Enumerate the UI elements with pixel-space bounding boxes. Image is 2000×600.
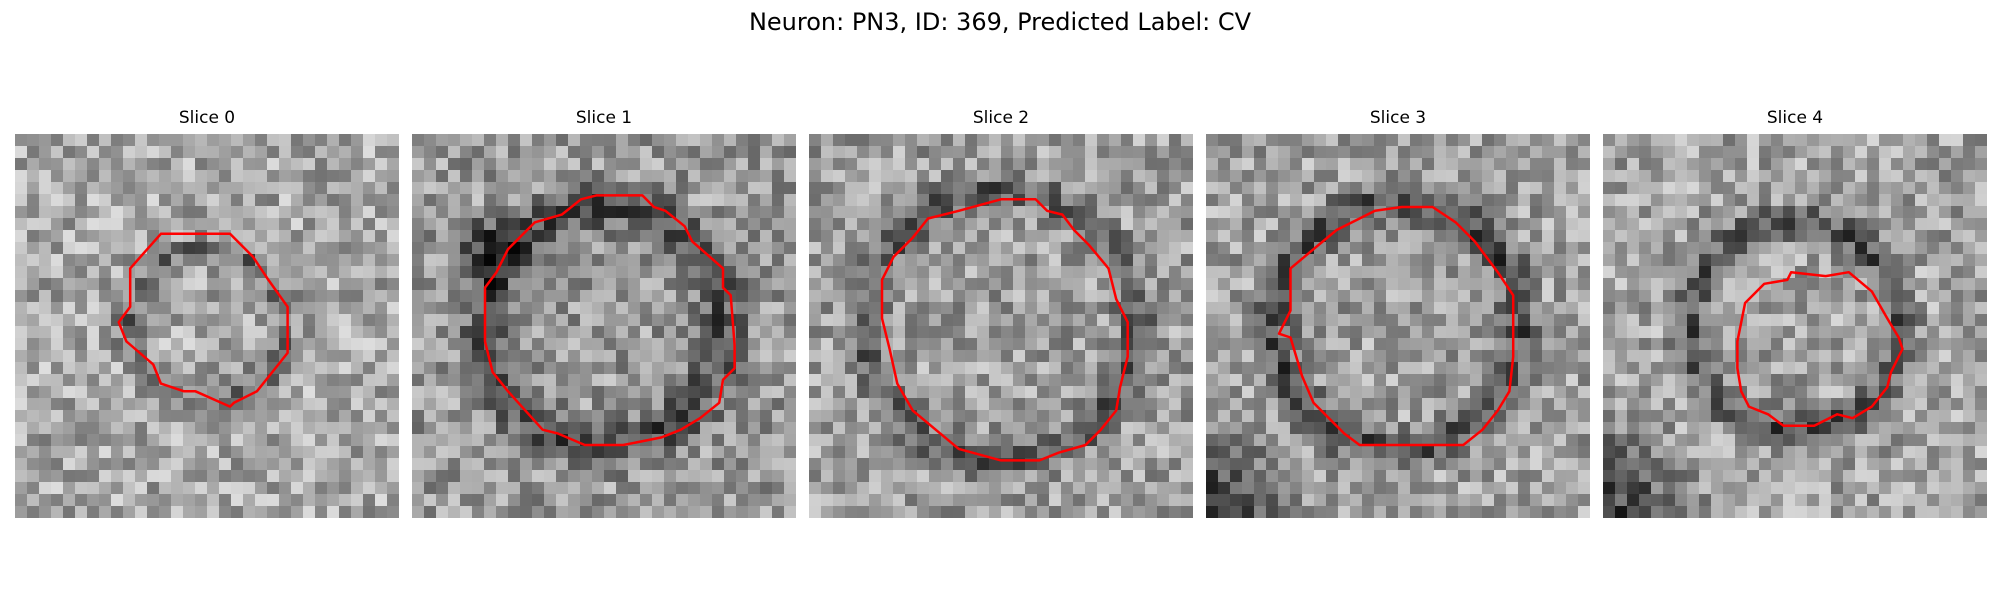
segmentation-outline [117, 232, 289, 408]
slice-image [1603, 134, 1987, 518]
slice-panel-2: Slice 2 [809, 106, 1193, 520]
figure-title: Neuron: PN3, ID: 369, Predicted Label: C… [748, 8, 1252, 36]
segmentation-outline [880, 198, 1129, 462]
slice-title: Slice 2 [972, 108, 1030, 128]
segmentation-outline [1277, 205, 1515, 447]
slice-title: Slice 1 [575, 108, 633, 128]
slice-image [1206, 134, 1590, 518]
micrograph-pixels [412, 134, 796, 518]
slice-image [412, 134, 796, 518]
segmentation-outline [483, 194, 736, 447]
slice-panel-0: Slice 0 [15, 106, 399, 520]
slice-panel-3: Slice 3 [1206, 106, 1590, 520]
micrograph-pixels [1206, 134, 1590, 518]
slice-title: Slice 4 [1766, 108, 1824, 128]
micrograph-pixels [1603, 134, 1987, 518]
segmentation-outline [1736, 270, 1904, 428]
slice-image [809, 134, 1193, 518]
slice-panel-4: Slice 4 [1603, 106, 1987, 520]
slice-panel-1: Slice 1 [412, 106, 796, 520]
slice-title: Slice 3 [1369, 108, 1427, 128]
slice-image [15, 134, 399, 518]
micrograph-pixels [15, 134, 399, 518]
slice-title: Slice 0 [178, 108, 236, 128]
micrograph-pixels [809, 134, 1193, 518]
